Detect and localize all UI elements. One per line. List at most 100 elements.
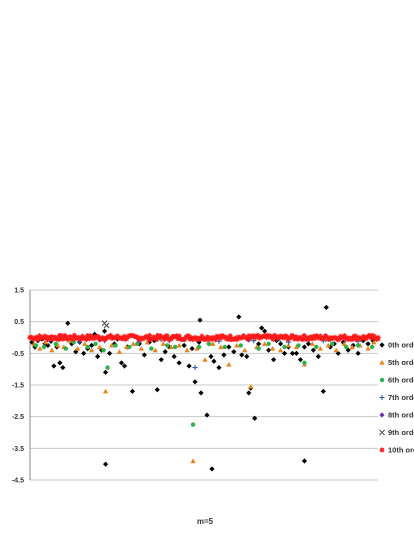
data-point: [190, 422, 196, 427]
y-tick-labels: 1.5 0.5 -0.5 -1.5 -2.5 -3.5 -4.5: [12, 288, 24, 485]
data-point: [341, 341, 347, 346]
data-point: [204, 334, 210, 340]
data-point: [141, 352, 147, 358]
data-point: [277, 347, 284, 353]
data-point: [236, 314, 242, 320]
data-point: [60, 335, 67, 341]
data-point: [85, 344, 90, 350]
data-point: [124, 335, 130, 342]
data-point: [78, 336, 84, 342]
data-point: [55, 342, 61, 348]
data-point: [190, 458, 196, 464]
data-point: [35, 336, 41, 342]
data-point: [199, 333, 205, 339]
data-point: [55, 336, 61, 343]
y-tick-label: -4.5: [12, 478, 24, 485]
data-point: [173, 333, 180, 339]
data-point: [296, 343, 301, 348]
data-point: [198, 335, 204, 342]
data-point: [168, 344, 174, 350]
data-point: [49, 347, 55, 353]
data-point: [320, 388, 326, 394]
data-point: [165, 343, 170, 348]
data-point: [127, 344, 132, 350]
data-point: [48, 334, 55, 340]
data-point: [54, 336, 60, 342]
data-point: [352, 333, 358, 339]
data-point: [108, 332, 114, 339]
data-point: [135, 341, 140, 347]
data-point: [266, 347, 272, 353]
data-point: [186, 363, 192, 369]
data-point: [226, 336, 232, 342]
data-point: [239, 352, 245, 358]
y-tick-label: -0.5: [12, 351, 24, 358]
data-point: [57, 360, 63, 366]
data-point: [92, 331, 98, 337]
y-tick-label: -1.5: [12, 383, 24, 390]
data-point: [314, 344, 319, 350]
data-point: [102, 369, 109, 375]
data-point: [83, 336, 90, 342]
data-point: [130, 341, 137, 346]
data-point: [95, 334, 102, 340]
data-point: [246, 390, 252, 396]
data-point: [222, 344, 228, 350]
data-point: [231, 349, 237, 355]
data-point: [102, 461, 109, 467]
data-point: [62, 332, 68, 339]
data-point: [33, 343, 39, 348]
data-point: [155, 332, 161, 338]
data-point: [162, 349, 168, 355]
data-point: [218, 335, 224, 341]
gridlines: [30, 289, 378, 481]
data-point: [309, 341, 315, 346]
data-point: [310, 347, 316, 353]
data-point: [103, 322, 110, 329]
legend-marker: [379, 447, 385, 453]
data-point: [343, 344, 349, 350]
data-point: [70, 336, 76, 342]
series-0th-order: [29, 304, 376, 472]
data-point: [185, 333, 192, 339]
data-point: [101, 347, 106, 353]
data-point: [301, 458, 308, 464]
data-point: [93, 341, 98, 347]
legend: 0th order 5th order 6th order 7th order 8th …: [379, 341, 414, 455]
data-point: [300, 337, 306, 343]
data-point: [129, 388, 136, 394]
data-point: [152, 347, 158, 353]
data-point: [51, 363, 57, 369]
data-point: [196, 344, 202, 350]
data-point: [184, 347, 190, 353]
legend-label: 7th order: [388, 393, 414, 402]
data-point: [355, 350, 361, 356]
data-point: [181, 337, 188, 343]
data-point: [336, 336, 342, 343]
data-point: [248, 383, 254, 389]
data-point: [41, 344, 47, 350]
data-point: [160, 341, 166, 346]
data-point: [341, 333, 348, 339]
data-point: [375, 336, 381, 342]
data-point: [39, 335, 45, 341]
y-tick-label: 0.5: [14, 319, 24, 326]
data-point: [121, 363, 128, 369]
data-point: [302, 360, 307, 366]
data-point: [204, 412, 210, 418]
data-point: [262, 341, 268, 346]
data-point: [292, 336, 298, 342]
data-point: [350, 342, 356, 349]
data-point: [353, 336, 360, 343]
data-point: [226, 344, 232, 350]
data-point: [365, 345, 371, 351]
data-point: [161, 336, 167, 342]
data-point: [234, 336, 240, 343]
data-point: [146, 332, 153, 339]
series-6th-order: [33, 340, 375, 427]
data-point: [365, 341, 371, 347]
data-point: [158, 357, 164, 363]
data-point: [208, 353, 214, 360]
data-point: [242, 347, 248, 353]
